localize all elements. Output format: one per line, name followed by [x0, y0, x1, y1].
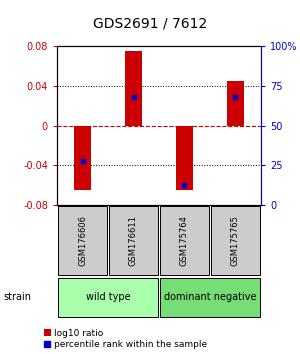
Bar [58, 278, 158, 317]
Bar [176, 126, 194, 190]
Bar [74, 126, 92, 190]
Bar [160, 278, 260, 317]
Bar [124, 51, 142, 126]
Bar [160, 206, 209, 275]
Text: GDS2691 / 7612: GDS2691 / 7612 [93, 16, 207, 30]
Legend: log10 ratio, percentile rank within the sample: log10 ratio, percentile rank within the … [44, 329, 208, 349]
Text: wild type: wild type [86, 292, 130, 302]
Bar [211, 206, 260, 275]
Text: GSM176606: GSM176606 [78, 215, 87, 266]
Text: GSM175765: GSM175765 [231, 215, 240, 266]
Text: dominant negative: dominant negative [164, 292, 256, 302]
Text: GSM176611: GSM176611 [129, 215, 138, 266]
Bar [226, 81, 244, 126]
Bar [58, 206, 107, 275]
Bar [109, 206, 158, 275]
Text: GSM175764: GSM175764 [180, 215, 189, 266]
Text: strain: strain [3, 292, 31, 302]
